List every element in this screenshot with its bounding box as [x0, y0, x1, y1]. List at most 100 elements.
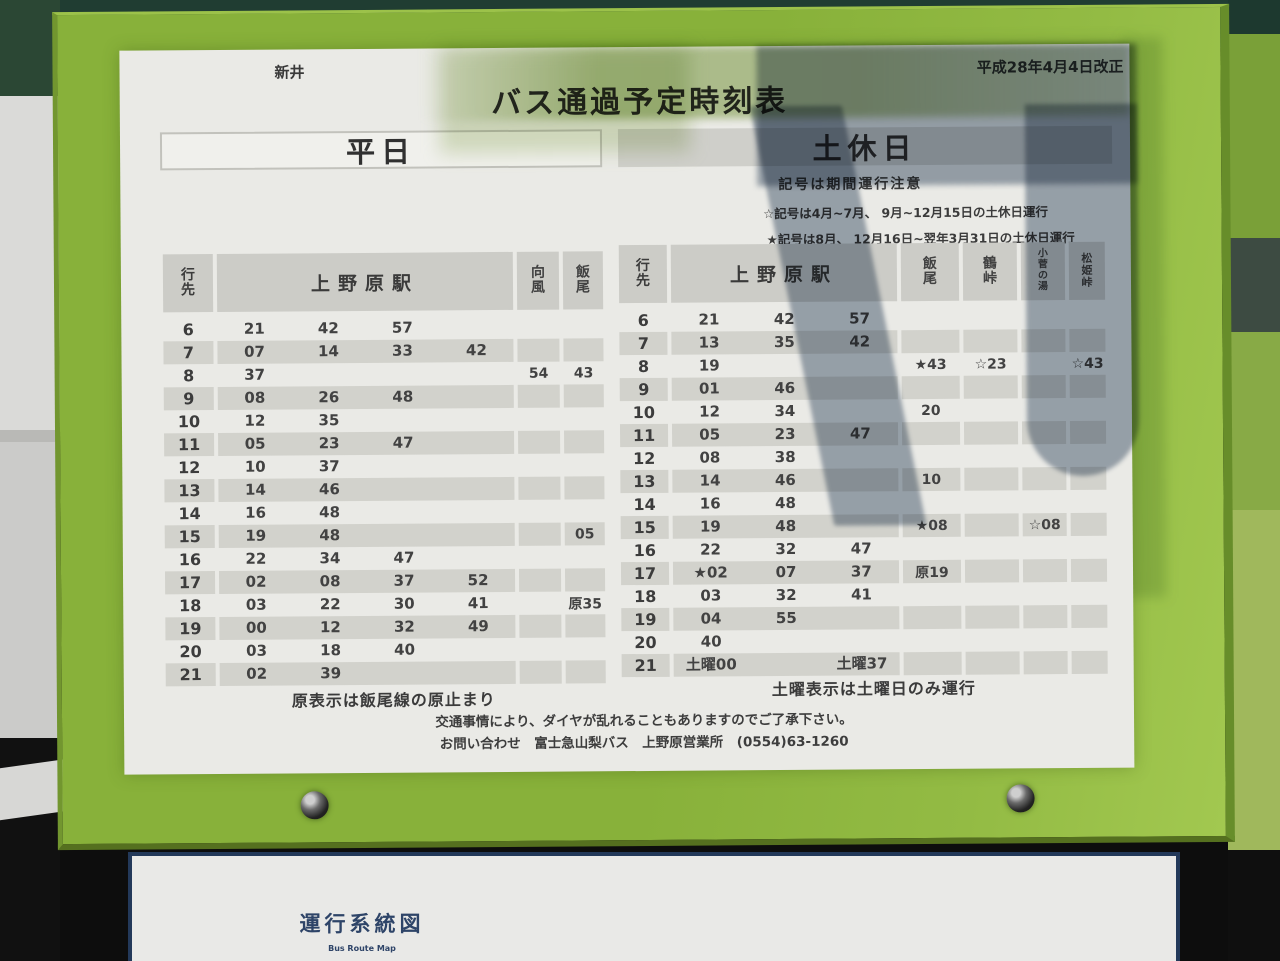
branch-time-cell — [964, 467, 1019, 491]
time-slot: 48 — [775, 493, 797, 513]
minutes-cell: 05 23 47 — [671, 422, 899, 447]
branch-time-cell — [565, 637, 605, 660]
time-slot — [747, 365, 822, 366]
minutes-cell: 00 12 32 49 — [219, 614, 516, 640]
branch-time-cell — [1070, 466, 1107, 491]
branch-time-cell — [901, 421, 961, 446]
hour-cell: 6 — [637, 310, 649, 331]
column-header-kosuge-no-yu: 小 菅 の 湯 — [1020, 242, 1066, 301]
time-slot: 34 — [319, 549, 341, 568]
branch-time-cell: ☆23 — [974, 355, 1007, 373]
time-slot: 42 — [773, 309, 795, 329]
holiday-table-body: 6 21 42 57 7 13 35 42 8 19 ★43 ☆23 ☆43 9 01 46 10 12 34 20 1… — [619, 306, 1112, 678]
table-row: 21 土曜00 土曜37 — [621, 650, 1112, 678]
hour-cell: 17 — [620, 561, 670, 586]
time-slot: 04 — [700, 609, 722, 628]
background-left-top — [0, 0, 60, 96]
background-right-3 — [1228, 238, 1280, 332]
time-slot: 38 — [774, 447, 796, 467]
branch-time-cell — [565, 545, 605, 568]
white-wall-left-stripe — [0, 430, 58, 442]
minutes-cell: 土曜00 土曜37 — [673, 652, 900, 677]
hour-cell: 21 — [165, 662, 216, 687]
minutes-cell: 12 35 — [218, 408, 514, 433]
branch-time-cell — [518, 454, 560, 477]
hour-cell: 16 — [178, 550, 202, 570]
hour-cell: 14 — [178, 504, 201, 524]
branch-time-cell — [1071, 604, 1108, 629]
table-row: 19 00 12 32 49 — [165, 614, 606, 641]
table-row: 6 21 42 57 — [163, 315, 603, 341]
time-slot — [822, 388, 897, 389]
branch-time-cell — [964, 490, 1018, 513]
table-row: 6 21 42 57 — [619, 306, 1109, 332]
minutes-cell: 08 26 48 — [217, 384, 514, 410]
time-slot — [440, 442, 514, 443]
branch-time-cell — [1021, 329, 1066, 353]
hour-cell: 20 — [634, 632, 657, 653]
time-slot: 19 — [245, 526, 267, 545]
branch-time-cell — [1021, 421, 1067, 445]
branch-time-cell — [1022, 490, 1066, 513]
white-wall-left-lower — [0, 442, 60, 738]
time-slot: 03 — [245, 595, 267, 614]
column-header-uenohara-station: 上野原駅 — [216, 251, 514, 312]
table-row: 9 08 26 48 — [163, 384, 604, 411]
time-slot: 32 — [775, 585, 797, 605]
branch-time-cell: ★08 — [902, 513, 961, 538]
branch-time-cell — [1071, 536, 1107, 559]
minutes-cell: ★02 07 37 — [672, 560, 900, 585]
branch-time-cell — [1069, 328, 1106, 353]
table-row: 16 22 32 47 — [621, 536, 1111, 562]
branch-time-cell — [1023, 628, 1067, 651]
time-slot: 土曜37 — [836, 654, 888, 673]
branch-time-cell — [1021, 352, 1065, 375]
minutes-cell: 37 — [218, 362, 514, 387]
minutes-cell: 22 32 47 — [673, 537, 899, 562]
time-slot: 47 — [393, 548, 415, 567]
table-row: 11 05 23 47 — [164, 430, 605, 457]
table-row: 10 12 35 — [164, 407, 604, 433]
branch-time-cell — [1069, 420, 1107, 445]
time-slot — [441, 534, 515, 535]
table-row: 15 19 48 ★08 ☆08 — [620, 512, 1111, 540]
minutes-cell: 14 46 — [672, 468, 899, 493]
hour-cell: 10 — [177, 412, 201, 432]
time-slot — [440, 419, 514, 420]
branch-time-cell — [1023, 536, 1067, 559]
minutes-cell: 21 42 57 — [671, 307, 897, 332]
table-row: 15 19 48 05 — [164, 522, 605, 549]
minutes-cell: 07 14 33 42 — [217, 338, 514, 364]
branch-time-cell — [1022, 398, 1066, 421]
time-slot — [442, 649, 516, 650]
time-slot: 47 — [392, 433, 414, 452]
timetable-title: バス通過予定時刻表 — [491, 83, 789, 122]
time-slot — [367, 512, 441, 513]
time-slot: 16 — [699, 494, 721, 513]
branch-time-cell: ☆43 — [1071, 355, 1104, 372]
time-slot: 12 — [699, 402, 721, 421]
time-slot: 37 — [850, 562, 872, 581]
time-slot — [440, 465, 514, 466]
time-slot: 55 — [775, 608, 797, 628]
branch-time-cell — [519, 614, 562, 638]
minutes-cell: 03 32 41 — [673, 583, 899, 608]
branch-time-cell: 43 — [573, 364, 594, 381]
table-row: 20 03 18 40 — [165, 637, 605, 663]
time-slot — [367, 535, 441, 536]
time-slot: 35 — [318, 411, 340, 430]
time-slot: 48 — [319, 503, 341, 522]
branch-time-cell — [518, 522, 561, 546]
time-slot: 22 — [700, 540, 722, 559]
branch-time-cell — [1021, 306, 1065, 329]
hour-cell: 15 — [164, 524, 215, 549]
minutes-cell: 08 38 — [672, 445, 898, 470]
time-slot — [292, 374, 366, 375]
table-row: 13 14 46 — [164, 476, 605, 503]
branch-time-cell — [1022, 444, 1066, 467]
time-slot: 14 — [244, 480, 266, 499]
branch-time-cell — [965, 651, 1020, 675]
minutes-cell: 19 — [671, 353, 897, 378]
table-row: 18 03 32 41 — [621, 582, 1111, 608]
branch-time-cell — [517, 384, 560, 408]
